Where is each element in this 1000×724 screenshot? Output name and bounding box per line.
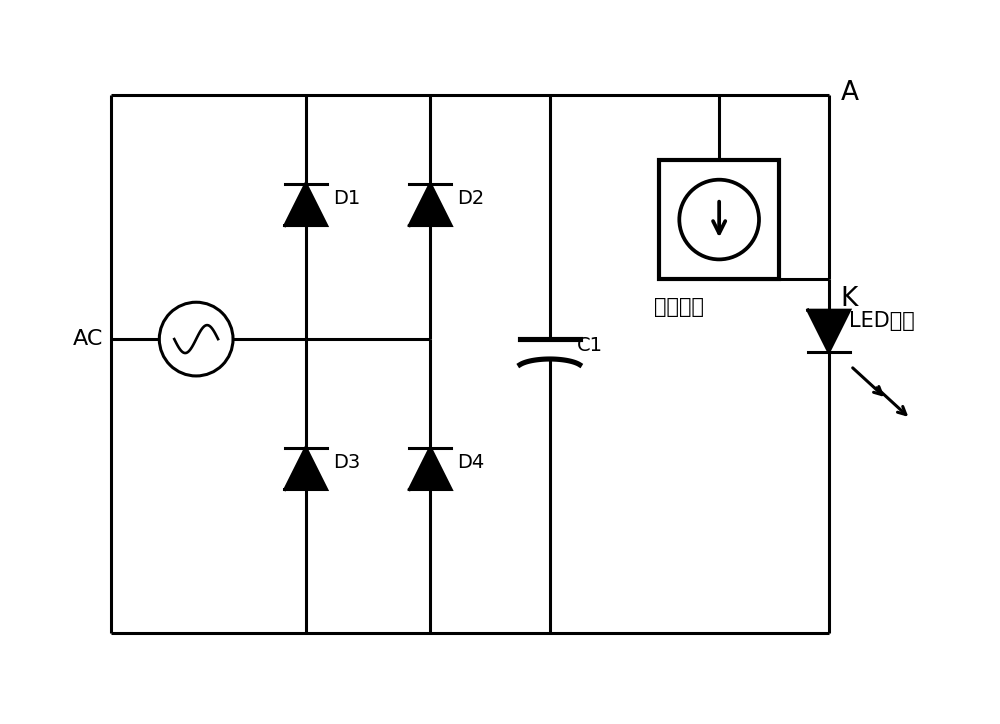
FancyBboxPatch shape [659,160,779,279]
Circle shape [159,302,233,376]
Polygon shape [285,447,327,489]
Text: D1: D1 [333,189,360,208]
Text: LED灯串: LED灯串 [849,311,914,331]
Polygon shape [808,310,850,352]
Polygon shape [409,447,451,489]
Text: C1: C1 [577,335,603,355]
Text: D2: D2 [457,189,484,208]
Text: AC: AC [73,329,104,349]
Text: D3: D3 [333,453,360,472]
Text: A: A [841,80,859,106]
Text: 恒流驱动: 恒流驱动 [654,298,704,317]
Polygon shape [409,184,451,225]
Polygon shape [285,184,327,225]
Text: K: K [841,286,858,312]
Text: D4: D4 [457,453,484,472]
